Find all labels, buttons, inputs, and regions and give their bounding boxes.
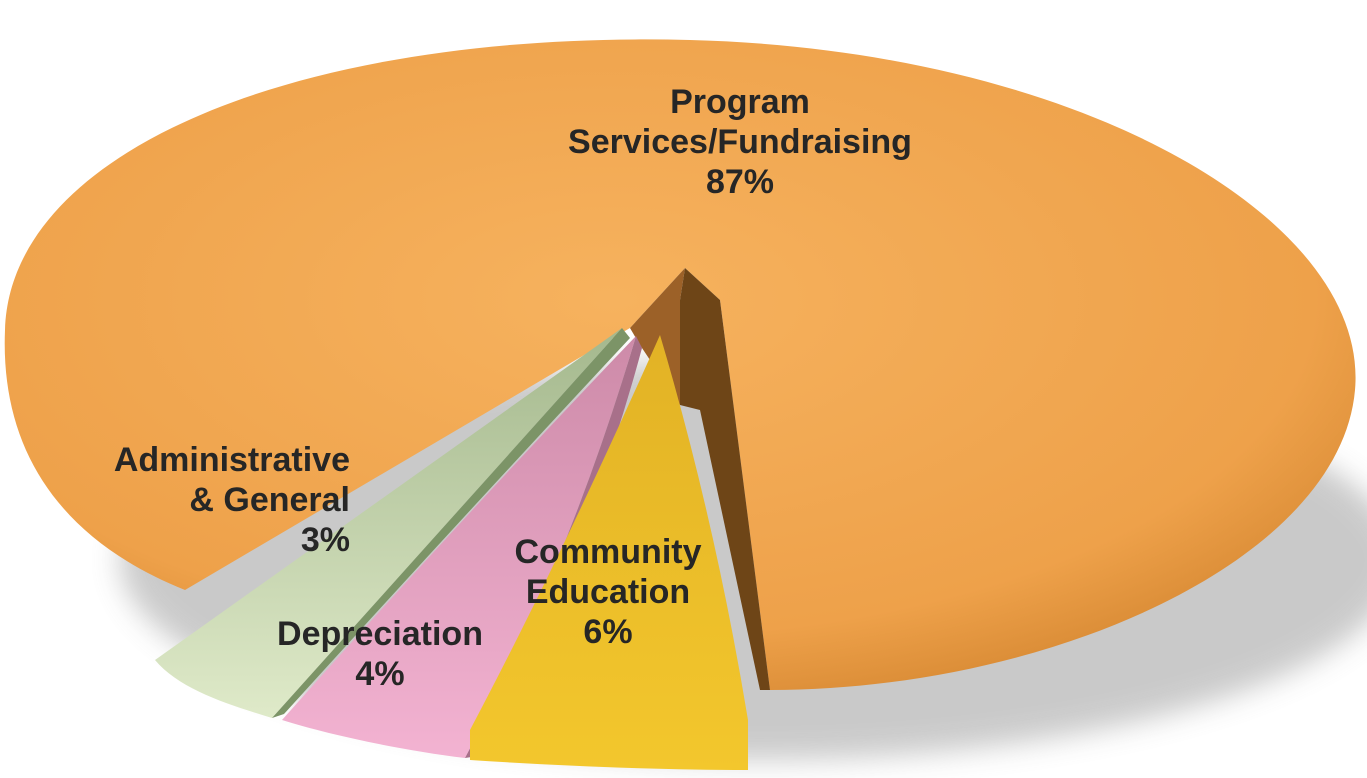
slice-name-label: Education	[526, 573, 690, 611]
slice-percent-label: 3%	[301, 521, 350, 559]
slice-name-label: Program	[670, 83, 810, 121]
slice-label-1: Administrative & General 3%	[114, 441, 350, 559]
slice-program-services	[4, 39, 1356, 691]
slice-percent-label: 6%	[583, 613, 632, 651]
slice-label-2: Depreciation 4%	[277, 615, 483, 693]
slice-name-label: Services/Fundraising	[568, 123, 912, 161]
slice-community-education-top	[470, 335, 748, 770]
pie-labels: Program Services/Fundraising 87% Administra…	[114, 83, 912, 693]
slice-program-services-top	[4, 39, 1356, 691]
slice-label-0: Program Services/Fundraising 87%	[568, 83, 912, 201]
slice-percent-label: 87%	[706, 163, 774, 201]
slice-administrative-general-side	[272, 328, 630, 718]
slice-administrative-general	[155, 328, 630, 718]
pie-slices	[4, 39, 1356, 770]
slice-name-label: Community	[515, 533, 702, 571]
slice-percent-label: 4%	[355, 655, 404, 693]
slice-depreciation-top	[282, 336, 636, 758]
slice-depreciation	[282, 336, 642, 758]
slice-label-3: Community Education 6%	[515, 533, 702, 651]
slice-community-education	[470, 335, 748, 770]
slice-administrative-general-top	[155, 328, 622, 718]
slice-program-services-side-inner	[680, 268, 770, 690]
slice-name-label: Depreciation	[277, 615, 483, 653]
slice-name-label: Administrative	[114, 441, 350, 479]
slice-name-label: & General	[189, 481, 350, 519]
slice-depreciation-side	[465, 336, 642, 758]
slice-program-services-side	[630, 268, 685, 405]
